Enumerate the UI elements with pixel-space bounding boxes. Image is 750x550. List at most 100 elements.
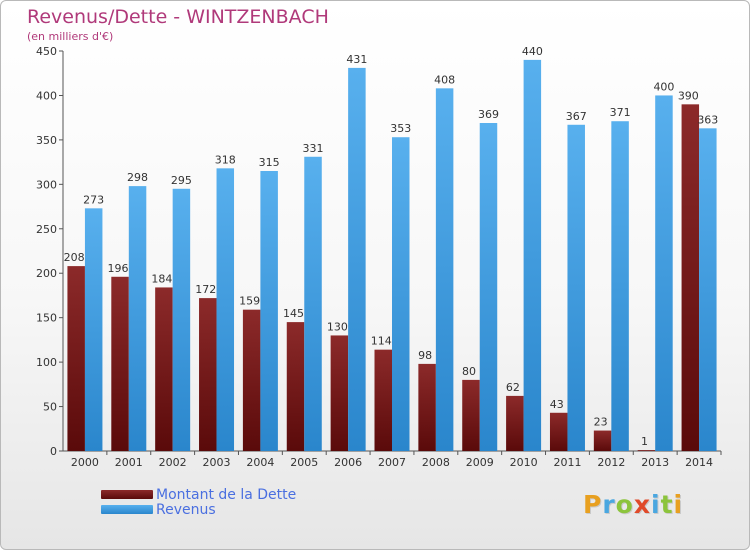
y-tick-label: 300 <box>36 178 57 191</box>
data-label-revenus: 363 <box>697 113 718 126</box>
x-tick-label: 2010 <box>510 456 538 469</box>
bar-dette-2002 <box>155 287 173 451</box>
x-tick-label: 2007 <box>378 456 406 469</box>
bar-dette-2003 <box>199 298 217 451</box>
x-tick-label: 2012 <box>597 456 625 469</box>
bar-revenus-2009 <box>479 123 498 451</box>
y-tick-label: 350 <box>36 134 57 147</box>
chart-data-labels: 208 196 184 172 159 145 130 114 98 80 62 43 23 1 390 27… <box>64 45 719 448</box>
data-label-dette: 172 <box>195 283 216 296</box>
x-tick-label: 2011 <box>553 456 581 469</box>
x-tick-label: 2009 <box>466 456 494 469</box>
bar-revenus-2002 <box>172 188 191 451</box>
bar-dette-2013 <box>637 450 656 451</box>
y-tick-label: 0 <box>50 445 57 458</box>
bar-revenus-2000 <box>84 208 103 451</box>
logo-letter: i <box>673 490 684 519</box>
y-tick-label: 100 <box>36 356 57 369</box>
data-label-revenus: 440 <box>522 45 543 58</box>
logo-letter: P <box>583 490 603 519</box>
bar-dette-2012 <box>593 430 612 451</box>
legend-swatch-dette <box>101 490 153 499</box>
data-label-revenus: 367 <box>566 110 587 123</box>
bar-dette-2007 <box>374 349 392 451</box>
bar-revenus-2004 <box>260 171 278 451</box>
data-label-revenus: 369 <box>478 108 499 121</box>
x-tick-label: 2003 <box>203 456 231 469</box>
bar-revenus-2005 <box>304 156 322 451</box>
data-label-dette: 145 <box>283 307 304 320</box>
bar-dette-2005 <box>286 322 305 451</box>
data-label-dette: 130 <box>327 320 348 333</box>
x-tick-label: 2013 <box>641 456 669 469</box>
data-label-revenus: 331 <box>303 142 324 155</box>
x-tick-label: 2004 <box>246 456 274 469</box>
y-tick-label: 200 <box>36 267 57 280</box>
y-tick-label: 250 <box>36 223 57 236</box>
bar-revenus-2012 <box>611 121 629 451</box>
data-label-revenus: 273 <box>83 193 104 206</box>
data-label-revenus: 353 <box>390 122 411 135</box>
data-label-revenus: 315 <box>259 156 280 169</box>
proxiti-logo: Proxiti <box>583 490 683 519</box>
data-label-dette: 114 <box>371 335 392 348</box>
bar-dette-2000 <box>67 266 85 451</box>
bar-dette-2011 <box>549 412 568 451</box>
bar-revenus-2011 <box>567 124 585 452</box>
bar-revenus-2008 <box>435 88 454 451</box>
data-label-dette: 196 <box>108 262 129 275</box>
logo-letter: o <box>615 490 634 519</box>
data-label-dette: 390 <box>678 89 699 102</box>
logo-letter: t <box>660 490 674 519</box>
data-label-dette: 208 <box>64 251 85 264</box>
x-tick-label: 2006 <box>334 456 362 469</box>
data-label-dette: 159 <box>239 295 260 308</box>
data-label-revenus: 400 <box>653 80 674 93</box>
bar-revenus-2001 <box>128 186 147 451</box>
y-tick-label: 150 <box>36 312 57 325</box>
data-label-revenus: 318 <box>215 153 236 166</box>
y-tick-label: 50 <box>43 401 57 414</box>
bar-revenus-2007 <box>392 137 410 451</box>
logo-letter: i <box>651 490 661 519</box>
data-label-dette: 1 <box>641 435 648 448</box>
logo-letter: x <box>633 490 651 519</box>
data-label-revenus: 431 <box>346 53 367 66</box>
data-label-dette: 80 <box>462 365 476 378</box>
x-tick-label: 2014 <box>685 456 713 469</box>
y-tick-label: 400 <box>36 89 57 102</box>
data-label-dette: 62 <box>506 381 520 394</box>
data-label-revenus: 371 <box>610 106 631 119</box>
legend-item-dette: Montant de la Dette <box>101 486 297 503</box>
data-label-dette: 98 <box>418 349 432 362</box>
logo-letter: r <box>602 490 616 519</box>
bar-revenus-2006 <box>348 67 366 451</box>
legend-item-revenus: Revenus <box>101 501 296 518</box>
x-tick-label: 2001 <box>115 456 143 469</box>
data-label-dette: 43 <box>550 398 564 411</box>
bar-dette-2010 <box>506 395 524 451</box>
legend-swatch-revenus <box>101 505 153 514</box>
bar-dette-2001 <box>111 276 129 451</box>
y-tick-label: 450 <box>36 45 57 58</box>
chart-bars <box>67 59 717 452</box>
x-tick-label: 2002 <box>159 456 187 469</box>
legend-label-revenus: Revenus <box>156 501 216 518</box>
data-label-revenus: 408 <box>434 73 455 86</box>
chart-subtitle: (en milliers d'€) <box>27 30 114 43</box>
bar-dette-2008 <box>418 363 436 451</box>
x-tick-label: 2000 <box>71 456 99 469</box>
x-tick-label: 2008 <box>422 456 450 469</box>
data-label-dette: 23 <box>594 416 608 429</box>
data-label-dette: 184 <box>151 272 172 285</box>
bar-revenus-2003 <box>216 168 235 452</box>
bar-dette-2006 <box>330 335 349 451</box>
bar-dette-2004 <box>242 309 261 451</box>
legend-label-dette: Montant de la Dette <box>156 486 297 503</box>
bar-revenus-2014 <box>699 128 717 451</box>
bar-dette-2014 <box>681 104 700 451</box>
x-tick-label: 2005 <box>290 456 318 469</box>
chart-title: Revenus/Dette - WINTZENBACH <box>27 6 329 28</box>
